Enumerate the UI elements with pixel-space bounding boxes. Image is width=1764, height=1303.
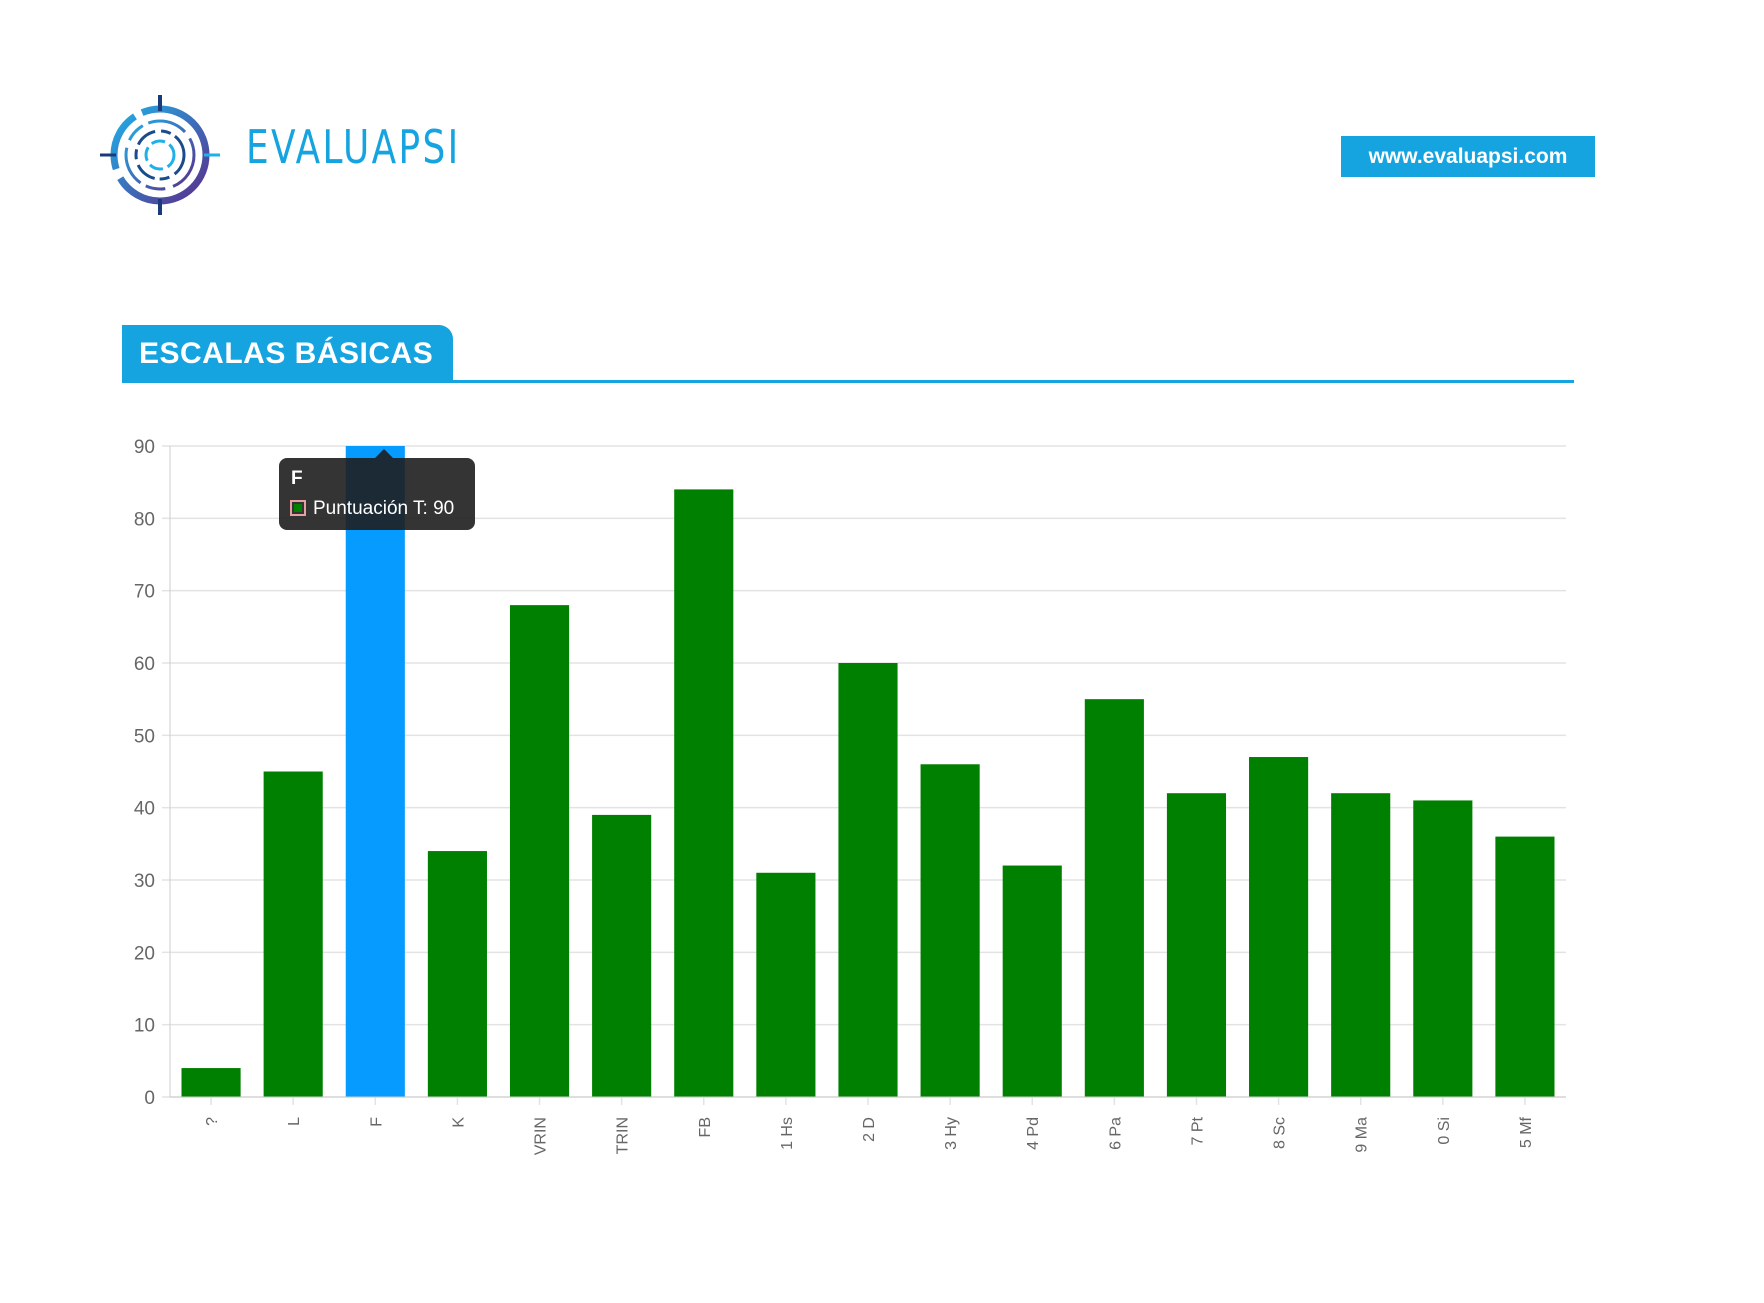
bars bbox=[181, 446, 1554, 1097]
bar-f[interactable] bbox=[346, 446, 405, 1097]
x-tick-label: K bbox=[450, 1117, 467, 1128]
x-tick-label: 8 Sc bbox=[1272, 1117, 1289, 1149]
x-tick-label: 9 Ma bbox=[1354, 1117, 1371, 1153]
bar-5-mf[interactable] bbox=[1495, 837, 1554, 1097]
bar-0-si[interactable] bbox=[1413, 800, 1472, 1097]
x-tick-label: 2 D bbox=[861, 1117, 878, 1142]
tooltip-value: Puntuación T: 90 bbox=[313, 498, 454, 520]
bar-k[interactable] bbox=[428, 851, 487, 1097]
x-tick-label: FB bbox=[697, 1117, 714, 1137]
bar-fb[interactable] bbox=[674, 489, 733, 1097]
bar-vrin[interactable] bbox=[510, 605, 569, 1097]
y-tick-label: 30 bbox=[134, 871, 155, 892]
y-tick-label: 50 bbox=[134, 726, 155, 747]
tooltip-arrow bbox=[375, 449, 393, 458]
tooltip-series-swatch bbox=[290, 500, 306, 516]
bar-7-pt[interactable] bbox=[1167, 793, 1226, 1097]
x-tick-label: L bbox=[286, 1117, 303, 1126]
y-tick-label: 80 bbox=[134, 509, 155, 530]
bar-[interactable] bbox=[181, 1068, 240, 1097]
bar-9-ma[interactable] bbox=[1331, 793, 1390, 1097]
bar-trin[interactable] bbox=[592, 815, 651, 1097]
x-tick-label: 3 Hy bbox=[943, 1117, 960, 1150]
x-tick-label: 5 Mf bbox=[1518, 1116, 1535, 1148]
bar-6-pa[interactable] bbox=[1085, 699, 1144, 1097]
x-tick-label: 4 Pd bbox=[1025, 1117, 1042, 1150]
x-tick-label: 6 Pa bbox=[1107, 1117, 1124, 1150]
chart-tooltip: F Puntuación T: 90 bbox=[279, 458, 475, 530]
bar-2-d[interactable] bbox=[838, 663, 897, 1097]
x-tick-label: ? bbox=[204, 1117, 221, 1126]
x-tick-label: 1 Hs bbox=[779, 1117, 796, 1150]
x-tick-label: TRIN bbox=[615, 1117, 632, 1154]
tooltip-title: F bbox=[291, 468, 303, 490]
bar-3-hy[interactable] bbox=[921, 764, 980, 1097]
y-tick-label: 0 bbox=[144, 1088, 155, 1109]
x-tick-label: VRIN bbox=[533, 1117, 550, 1155]
x-tick-label: 7 Pt bbox=[1189, 1116, 1206, 1145]
y-tick-label: 40 bbox=[134, 799, 155, 820]
y-tick-label: 10 bbox=[134, 1016, 155, 1037]
bar-8-sc[interactable] bbox=[1249, 757, 1308, 1097]
bar-1-hs[interactable] bbox=[756, 873, 815, 1097]
x-tick-label: 0 Si bbox=[1436, 1117, 1453, 1145]
y-tick-label: 90 bbox=[134, 437, 155, 458]
y-tick-label: 70 bbox=[134, 582, 155, 603]
bar-4-pd[interactable] bbox=[1003, 866, 1062, 1097]
y-tick-label: 20 bbox=[134, 943, 155, 964]
bar-l[interactable] bbox=[264, 772, 323, 1098]
x-axis-ticks: ? L F K VRIN TRIN FB 1 Hs 2 D 3 Hy 4 Pd 6 Pa 7 Pt 8 S… bbox=[204, 1097, 1535, 1155]
x-tick-label: F bbox=[368, 1117, 385, 1127]
y-axis-ticks: 0 10 20 30 40 50 60 70 80 90 bbox=[134, 437, 170, 1109]
y-tick-label: 60 bbox=[134, 654, 155, 675]
